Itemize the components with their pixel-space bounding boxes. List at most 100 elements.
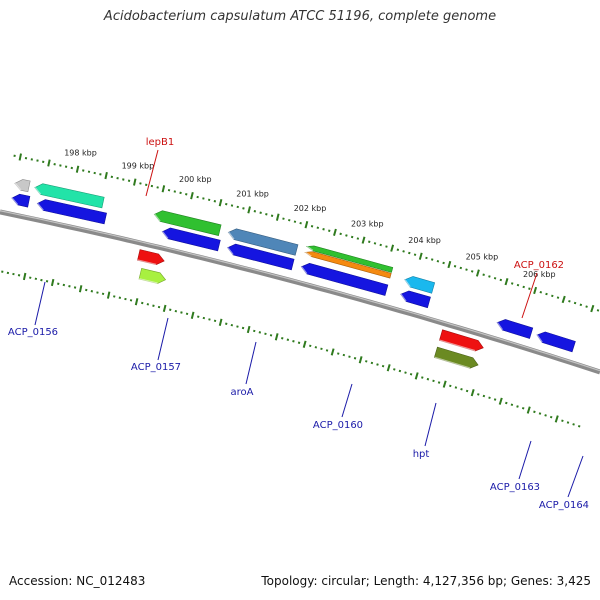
outer-tick-major <box>274 333 279 341</box>
outer-tick-minor <box>146 303 150 306</box>
outer-tick-major <box>162 304 167 313</box>
inner-tick-minor <box>288 218 291 222</box>
inner-tick-minor <box>196 195 199 199</box>
inner-tick-major <box>504 278 509 286</box>
outer-tick-minor <box>544 414 547 417</box>
gene-arrow-shine <box>536 334 543 343</box>
genome-summary-text: Topology: circular; Length: 4,127,356 bp… <box>261 574 591 588</box>
outer-tick-major <box>22 272 27 281</box>
scale-label: 198 kbp <box>64 149 97 158</box>
inner-tick-major <box>304 221 309 229</box>
inner-tick-minor <box>573 301 577 305</box>
outer-tick-minor <box>57 282 60 285</box>
outer-tick-minor <box>17 274 21 277</box>
inner-tick-minor <box>436 259 440 263</box>
inner-tick-minor <box>459 266 463 270</box>
outer-tick-minor <box>505 401 508 405</box>
outer-tick-major <box>498 397 503 405</box>
inner-tick-minor <box>213 200 217 203</box>
inner-tick-major <box>218 199 223 207</box>
inner-tick-minor <box>425 256 428 260</box>
outer-tick-minor <box>460 387 463 391</box>
inner-tick-minor <box>179 191 182 195</box>
gene-label-acp_0162: ACP_0162 <box>514 260 564 271</box>
outer-tick-minor <box>225 322 228 325</box>
outer-tick-minor <box>561 419 564 423</box>
inner-tick-minor <box>499 278 503 282</box>
outer-tick-minor <box>370 361 374 365</box>
outer-tick-minor <box>292 340 295 343</box>
inner-tick-minor <box>253 210 257 213</box>
outer-tick-minor <box>208 318 211 321</box>
gene-arrow-shine <box>153 213 161 223</box>
outer-tick-minor <box>297 341 301 345</box>
inner-tick-minor <box>568 299 571 303</box>
outer-tick-minor <box>454 386 458 389</box>
outer-tick-minor <box>342 353 346 357</box>
inner-tick-minor <box>282 217 285 220</box>
outer-tick-major <box>386 364 391 372</box>
gene-label-acp_0157: ACP_0157 <box>131 362 181 373</box>
outer-tick-minor <box>309 344 312 348</box>
outer-tick-minor <box>353 356 357 360</box>
inner-tick-minor <box>167 188 171 192</box>
outer-tick-minor <box>398 369 402 373</box>
inner-tick-minor <box>510 282 514 285</box>
outer-tick-minor <box>197 315 200 318</box>
inner-tick-minor <box>316 226 320 230</box>
inner-tick-minor <box>528 287 531 290</box>
outer-tick-minor <box>449 384 452 388</box>
inner-tick-minor <box>207 198 211 202</box>
inner-tick-major <box>390 244 395 252</box>
outer-tick-minor <box>157 305 161 309</box>
outer-tick-major <box>302 340 307 348</box>
outer-tick-major <box>190 311 195 319</box>
inner-tick-minor <box>396 248 400 251</box>
inner-tick-minor <box>110 175 114 179</box>
gene-arrow-acp_0164 <box>536 331 576 353</box>
outer-tick-major <box>218 318 223 326</box>
inner-tick-minor <box>270 214 274 217</box>
inner-tick-major <box>18 153 22 161</box>
label-leader-line <box>341 383 353 418</box>
outer-tick-minor <box>68 285 71 288</box>
scale-label: 199 kbp <box>122 162 155 171</box>
inner-tick-minor <box>139 182 142 185</box>
outer-tick-minor <box>538 412 542 415</box>
gene-arrow-shine <box>496 322 504 331</box>
outer-tick-minor <box>174 309 178 313</box>
inner-tick-major <box>75 165 80 173</box>
gene-arrow-shine <box>399 293 407 302</box>
inner-tick-minor <box>379 243 382 247</box>
inner-tick-minor <box>259 211 262 214</box>
outer-tick-minor <box>286 338 290 342</box>
outer-tick-minor <box>533 410 536 414</box>
map-title: Acidobacterium capsulatum ATCC 51196, co… <box>103 9 497 24</box>
scale-label: 202 kbp <box>294 204 327 213</box>
outer-tick-minor <box>85 288 88 292</box>
inner-tick-minor <box>265 213 268 216</box>
outer-tick-minor <box>421 376 424 379</box>
outer-tick-minor <box>437 381 441 384</box>
gene-label-acp_0163: ACP_0163 <box>490 482 540 493</box>
outer-tick-minor <box>426 377 430 381</box>
outer-tick-ring <box>1 270 581 428</box>
outer-tick-minor <box>73 286 77 289</box>
outer-tick-minor <box>432 379 435 383</box>
outer-tick-minor <box>90 290 94 293</box>
outer-tick-minor <box>281 337 284 340</box>
inner-tick-minor <box>579 303 583 307</box>
genome-backbone <box>0 209 600 375</box>
label-leader-line <box>521 272 538 319</box>
gene-arrow-shine <box>138 278 158 285</box>
outer-tick-minor <box>348 355 351 358</box>
gene-arrow-shine <box>33 186 42 196</box>
gene-arrow-shine <box>304 251 312 258</box>
inner-tick-major <box>161 185 166 193</box>
gene-arrow-shine <box>300 266 308 275</box>
inner-tick-minor <box>408 251 411 255</box>
inner-tick-major <box>561 295 566 304</box>
inner-tick-minor <box>53 163 56 166</box>
inner-tick-minor <box>225 202 228 206</box>
gene-arrow-lepb1 <box>138 268 167 284</box>
